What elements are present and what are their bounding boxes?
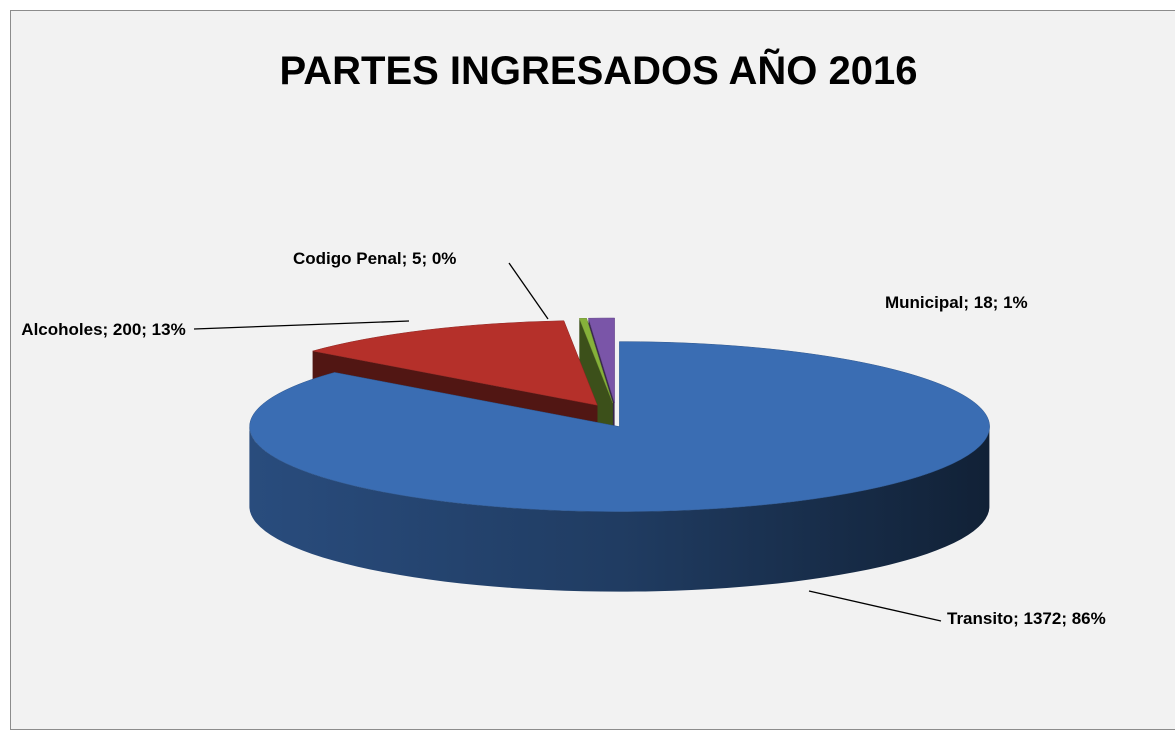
data-label: Alcoholes; 200; 13%: [16, 314, 191, 346]
leader-line: [509, 263, 548, 319]
data-label: Transito; 1372; 86%: [947, 609, 1106, 629]
data-label: Municipal; 18; 1%: [885, 293, 1028, 313]
slices: [249, 318, 989, 592]
chart: PARTES INGRESADOS AÑO 2016 Transito; 137…: [10, 10, 1175, 730]
data-label: Codigo Penal; 5; 0%: [293, 249, 456, 269]
leader-line: [194, 321, 409, 329]
leader-line: [809, 591, 941, 621]
